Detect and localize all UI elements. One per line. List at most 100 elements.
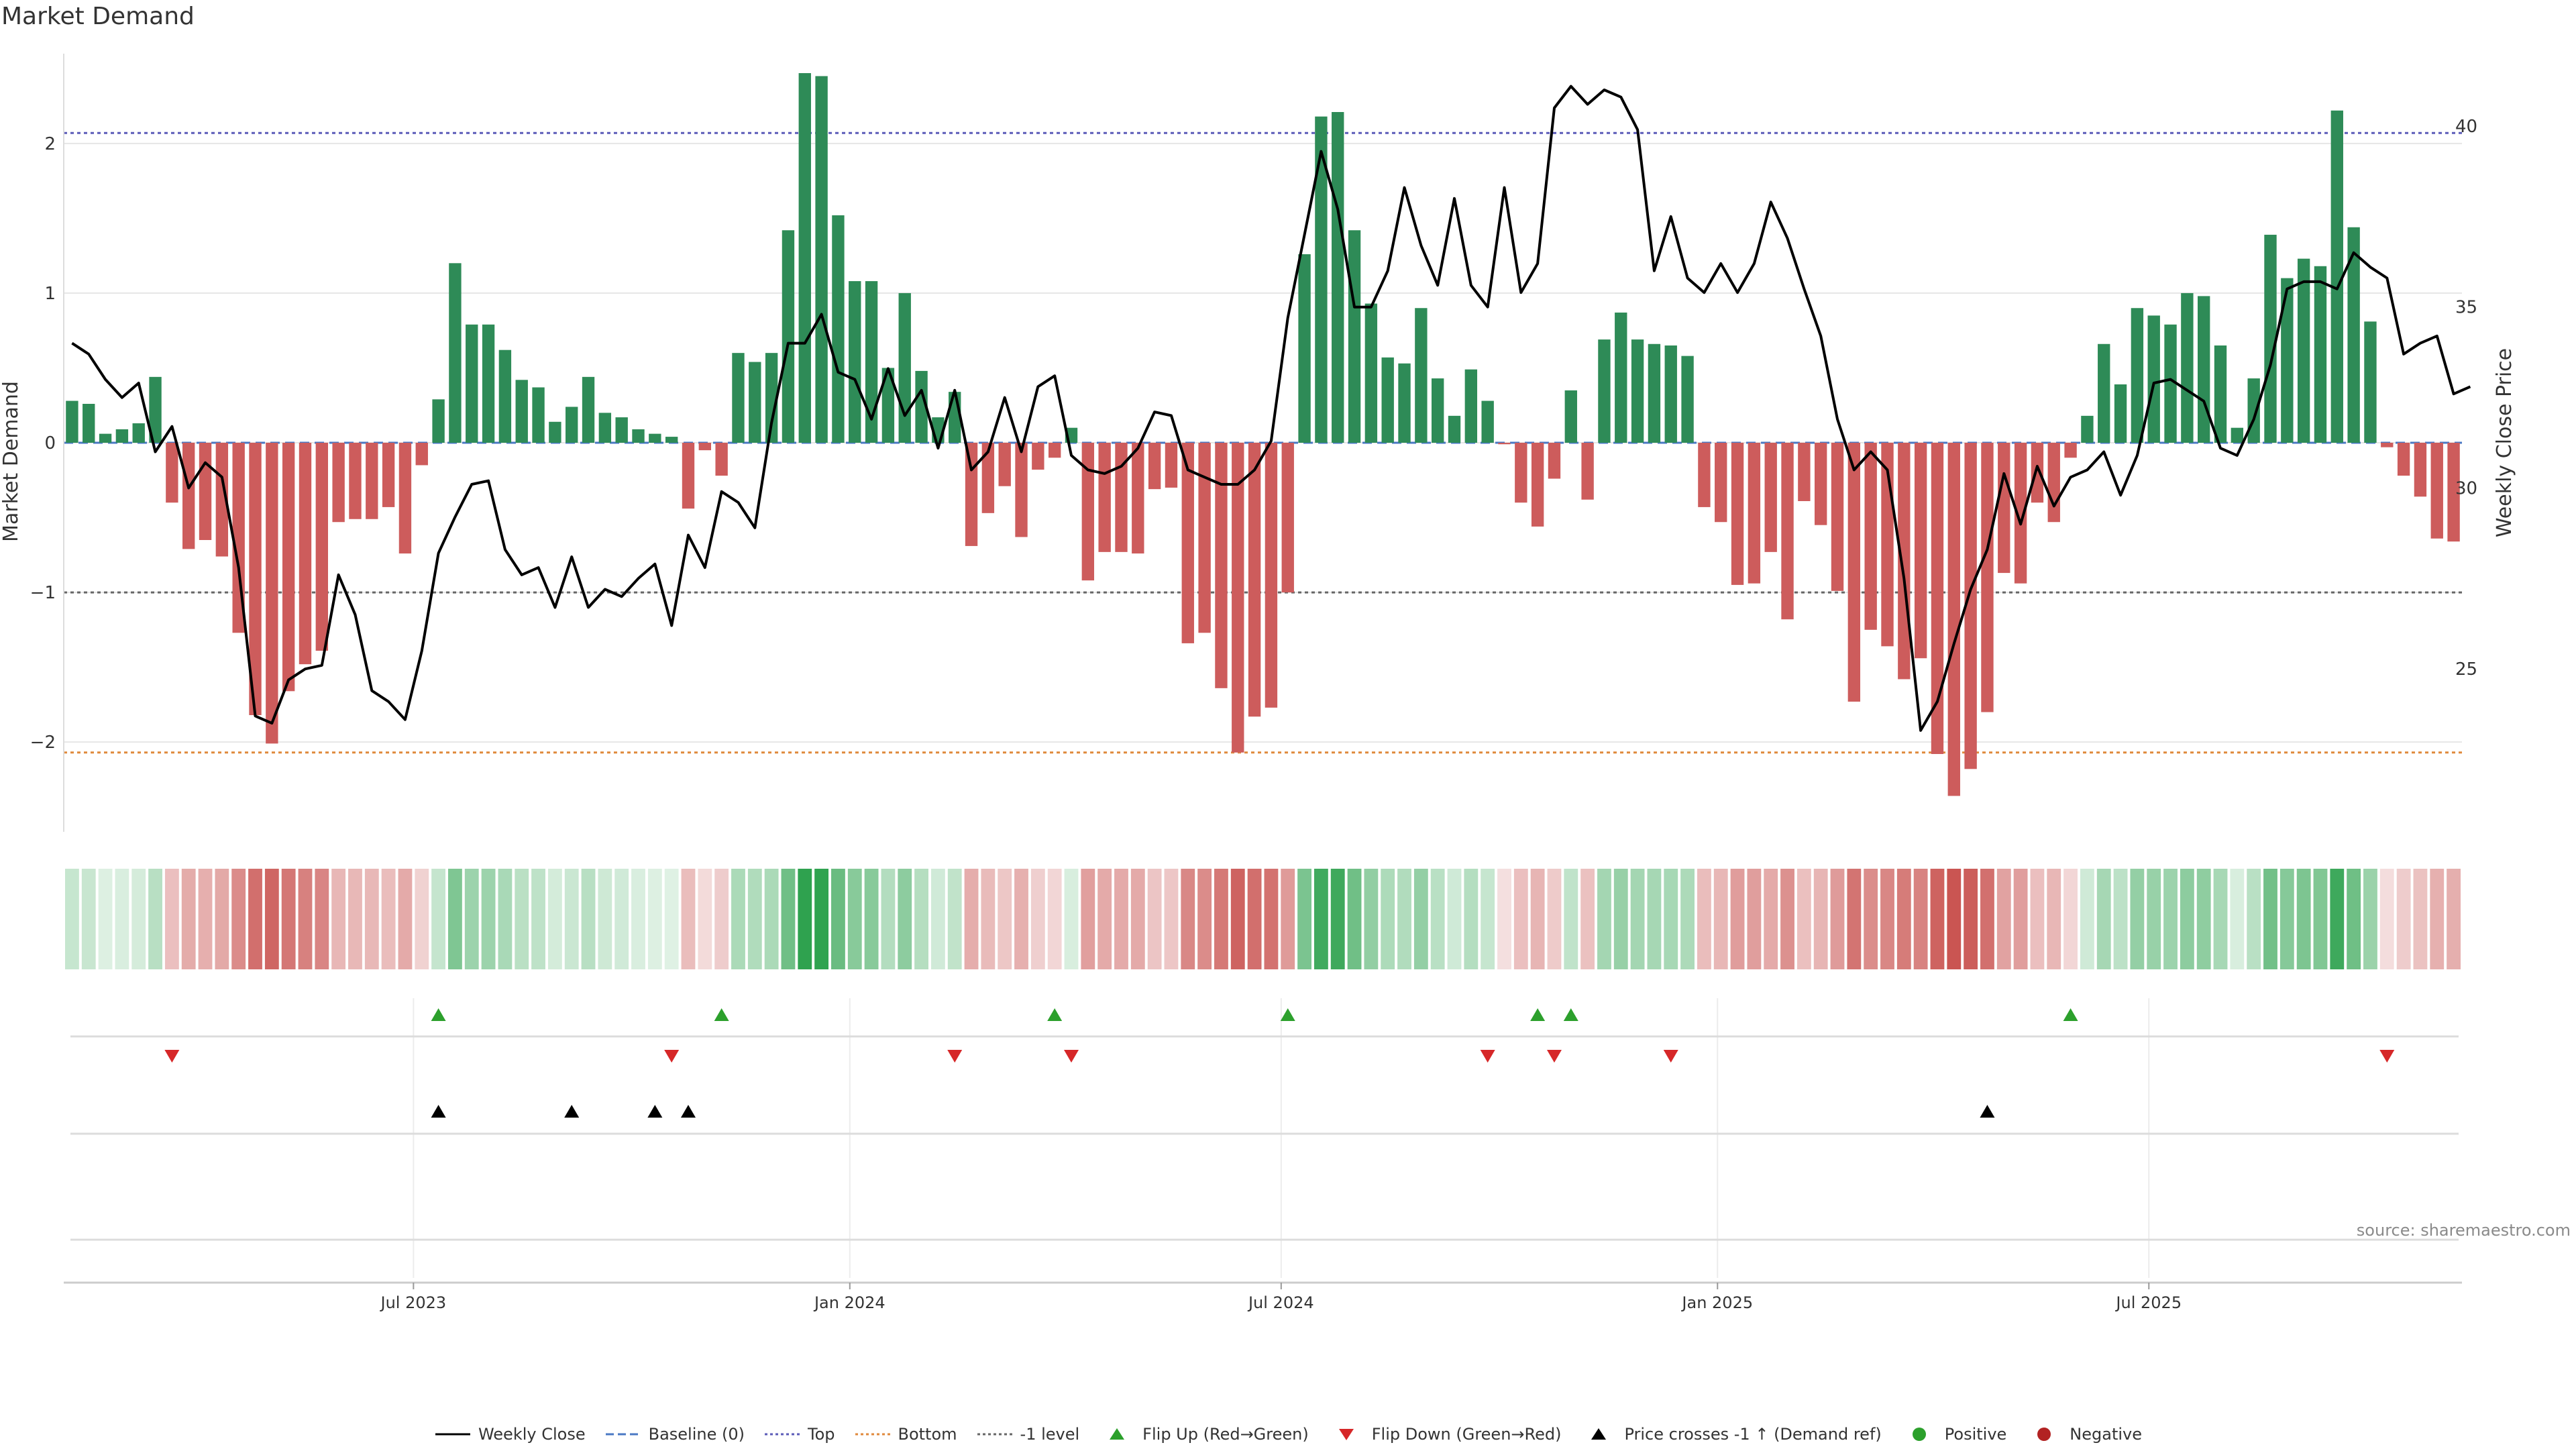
heatmap-cell	[248, 869, 262, 969]
heatmap-cell	[547, 869, 562, 969]
demand-bar	[1448, 415, 1461, 443]
heatmap-cell	[681, 869, 696, 969]
heatmap-cell	[1796, 869, 1811, 969]
heatmap-cell	[2080, 869, 2094, 969]
heatmap-cell	[581, 869, 596, 969]
demand-bars	[66, 73, 2460, 796]
demand-bar	[2164, 324, 2177, 443]
demand-bar	[1048, 443, 1061, 458]
demand-bar	[515, 380, 528, 443]
demand-bar	[698, 443, 712, 451]
heatmap-cell	[1980, 869, 1994, 969]
heatmap-cell	[1697, 869, 1711, 969]
demand-bar	[1864, 443, 1877, 630]
demand-bar	[615, 417, 628, 443]
demand-bar	[2047, 443, 2060, 523]
heatmap-cell	[2447, 869, 2461, 969]
legend-label: Positive	[1944, 1425, 2007, 1444]
heatmap-cell	[515, 869, 529, 969]
demand-bar	[2064, 443, 2077, 458]
heatmap-cell	[998, 869, 1012, 969]
heatmap-cell	[2296, 869, 2311, 969]
legend-label: Baseline (0)	[648, 1425, 745, 1444]
heatmap-cell	[1613, 869, 1628, 969]
demand-bar	[215, 443, 229, 557]
demand-bar	[432, 399, 445, 443]
source-note: source: sharemaestro.com	[2356, 1221, 2571, 1240]
heatmap-cell	[2413, 869, 2428, 969]
heatmap-cell	[215, 869, 229, 969]
demand-bar	[1615, 312, 1627, 443]
demand-bar	[649, 433, 661, 443]
heatmap-cell	[1647, 869, 1662, 969]
demand-bar	[1531, 443, 1544, 527]
price-cross-marker	[1980, 1105, 1995, 1118]
demand-bar	[1548, 443, 1561, 479]
heatmap-cell	[1713, 869, 1728, 969]
heatmap-cell	[631, 869, 645, 969]
legend-label: Top	[808, 1425, 835, 1444]
heatmap-cell	[1264, 869, 1279, 969]
flip-down-marker	[164, 1050, 180, 1063]
left-tick-label: −1	[30, 583, 56, 603]
demand-bar	[881, 368, 895, 443]
demand-bar	[1715, 443, 1727, 523]
demand-bar	[1731, 443, 1744, 585]
heatmap-cell	[1996, 869, 2011, 969]
heatmap-cell	[614, 869, 629, 969]
demand-bar	[398, 443, 412, 554]
heatmap-cell	[231, 869, 246, 969]
legend-item: Positive	[1900, 1425, 2007, 1444]
flip-up-marker	[1280, 1008, 1295, 1021]
heatmap-cell	[298, 869, 313, 969]
demand-bar	[1232, 443, 1244, 753]
heatmap-cell	[2247, 869, 2261, 969]
heatmap-cell	[1181, 869, 1195, 969]
left-axis-title: Market Demand	[0, 381, 23, 542]
flip-down-marker	[1480, 1050, 1495, 1063]
heatmap-cell	[1847, 869, 1862, 969]
demand-bar	[315, 443, 328, 651]
demand-bar	[798, 73, 811, 443]
heatmap-cell	[1664, 869, 1678, 969]
heatmap-cell	[2013, 869, 2028, 969]
heatmap-cell	[1130, 869, 1145, 969]
heatmap-cell	[2147, 869, 2161, 969]
demand-bar	[782, 230, 795, 443]
demand-bar	[582, 376, 595, 443]
heatmap-cell	[1197, 869, 1212, 969]
heatmap-cell	[1564, 869, 1578, 969]
demand-bar	[1015, 443, 1028, 537]
price-cross-marker	[647, 1105, 663, 1118]
demand-bar	[1332, 112, 1344, 443]
demand-bar	[99, 433, 112, 443]
demand-bar	[1115, 443, 1128, 552]
flip-up-marker	[714, 1008, 729, 1021]
legend-item: Flip Down (Green→Red)	[1328, 1425, 1561, 1444]
demand-bar	[1364, 303, 1378, 443]
demand-bar	[865, 281, 878, 443]
heatmap-cell	[398, 869, 413, 969]
demand-bar	[598, 413, 612, 443]
legend-item: Negative	[2025, 1425, 2142, 1444]
flip-down-marker	[1663, 1050, 1678, 1063]
x-tick-label: Jul 2024	[1247, 1293, 1314, 1312]
demand-bar	[1798, 443, 1811, 501]
heatmap-cell	[364, 869, 379, 969]
heatmap-cell	[564, 869, 579, 969]
legend-key-icon	[605, 1433, 641, 1436]
demand-bar	[665, 437, 678, 443]
heatmap-cell	[914, 869, 928, 969]
demand-bar	[332, 443, 345, 523]
legend-label: Negative	[2070, 1425, 2143, 1444]
heatmap-cell	[1780, 869, 1794, 969]
left-tick-label: 0	[44, 433, 56, 453]
heatmap-cell	[2347, 869, 2361, 969]
heatmap-cell	[1364, 869, 1379, 969]
demand-bar	[466, 324, 478, 443]
legend: Weekly Close Baseline (0) Top Bottom -1 leve…	[0, 1421, 2576, 1448]
heatmap-cell	[131, 869, 146, 969]
right-tick-label: 40	[2455, 117, 2477, 137]
legend-key-icon	[1338, 1429, 1354, 1440]
heatmap-cell	[1114, 869, 1128, 969]
